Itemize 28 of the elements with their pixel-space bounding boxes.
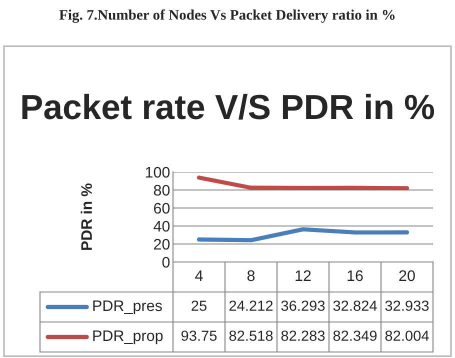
line-series (196, 176, 410, 190)
x-tick-label: 8 (247, 270, 255, 282)
y-tick-label: 20 (154, 238, 170, 250)
data-label: 82.283 (281, 330, 325, 341)
data-label: 82.004 (385, 330, 429, 341)
chart-title: Packet rate V/S PDR in % (22, 94, 434, 120)
data-label: 32.933 (385, 300, 429, 311)
data-label: 25 (192, 300, 206, 311)
data-label: 82.518 (229, 330, 273, 341)
y-tick-label: 0 (162, 256, 170, 268)
x-tick-label: 20 (399, 270, 415, 282)
y-tick-label: 80 (154, 184, 170, 196)
x-tick-label: 12 (296, 270, 311, 281)
legend-label: PDR_prop (93, 330, 163, 344)
legend-label: PDR_pres (93, 300, 162, 314)
x-tick-label: 16 (348, 270, 363, 282)
y-tick-label: 40 (154, 220, 170, 232)
caption: Fig. 7.Number of Nodes Vs Packet Delivery ratio in % (59, 9, 395, 23)
y-axis-title: PDR in % (80, 183, 92, 250)
y-tick-label: 60 (154, 202, 170, 214)
y-tick-label: 100 (146, 166, 170, 178)
data-label: 36.293 (281, 300, 325, 311)
data-label: 82.349 (333, 330, 377, 341)
data-label: 93.75 (181, 330, 217, 341)
data-label: 32.824 (333, 300, 377, 311)
data-label: 24.212 (229, 300, 273, 311)
line-series (196, 227, 410, 242)
x-tick-label: 4 (195, 270, 203, 281)
